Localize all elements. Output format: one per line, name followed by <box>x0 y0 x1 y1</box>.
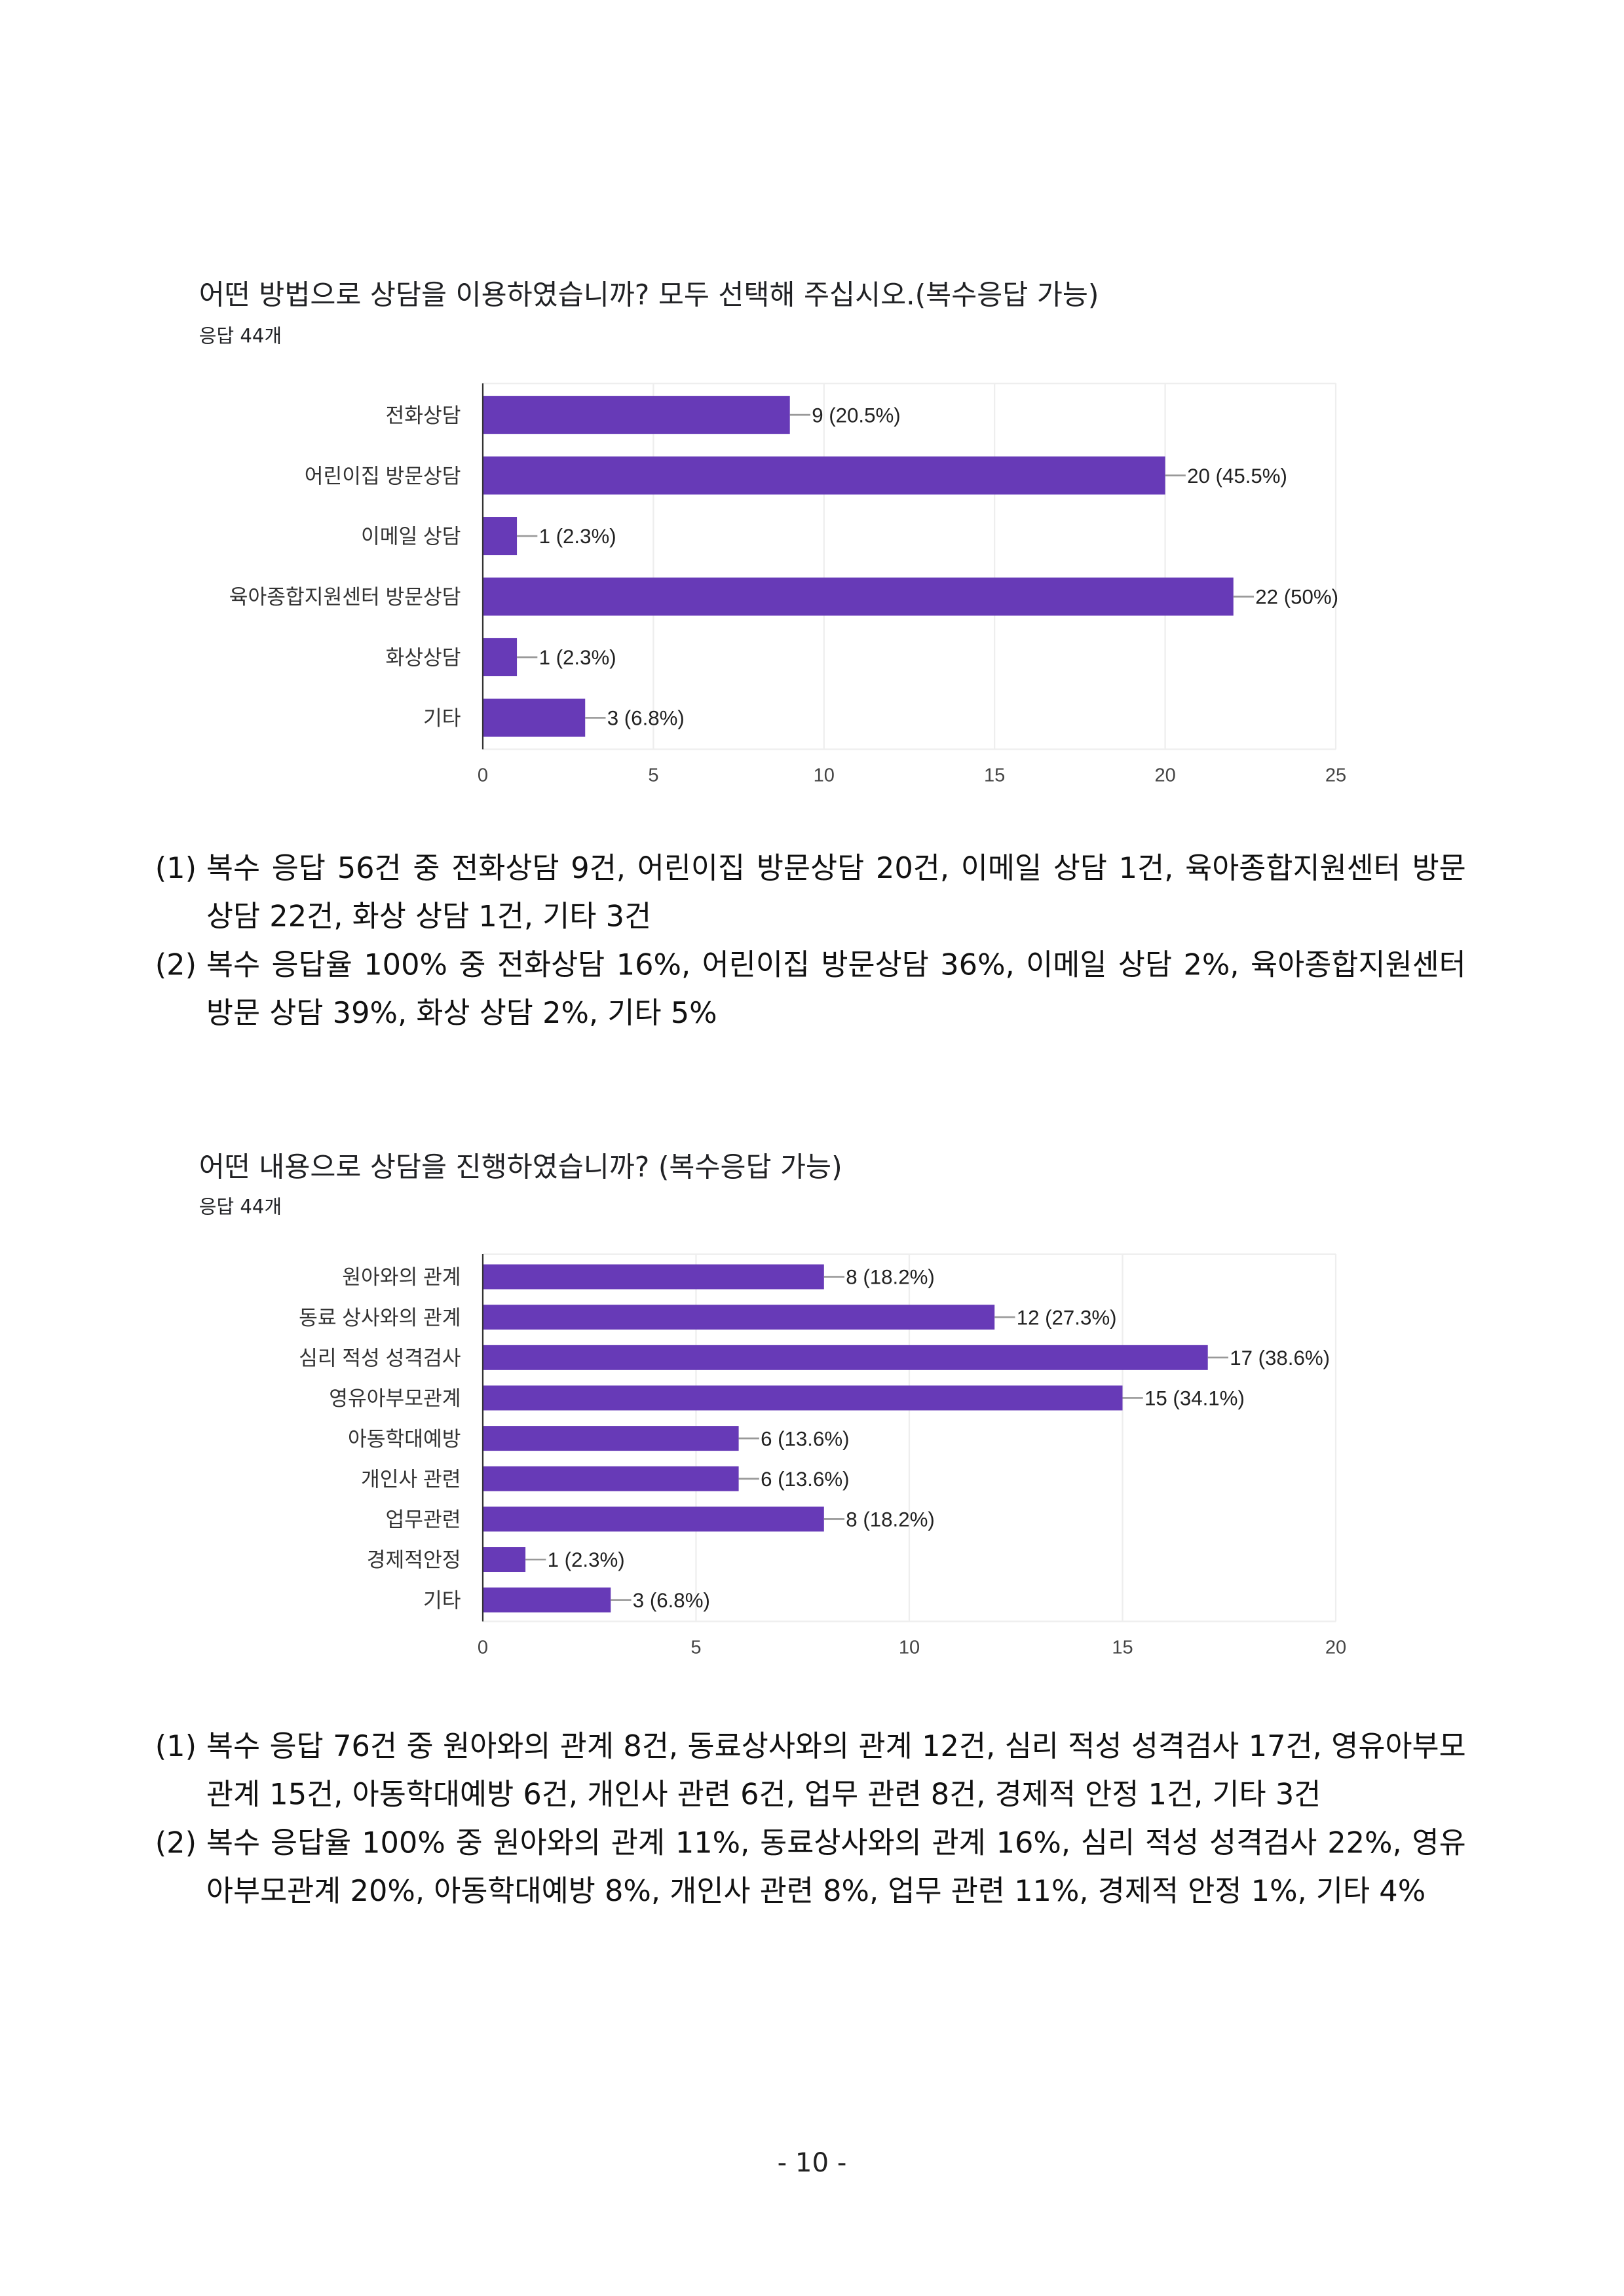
bar <box>482 1506 824 1532</box>
category-label: 화상상담 <box>385 646 461 669</box>
bar <box>482 1264 824 1290</box>
x-tick-label: 15 <box>984 765 1005 786</box>
bar <box>482 396 790 434</box>
data-label: 20 (45.5%) <box>1187 465 1287 488</box>
note-number: (2) <box>155 1824 197 1860</box>
chart2-bar-chart: 0 5 10 15 20 원아와의 관계 8 (18.2%) 동료 상사와의 관계 12 (27… <box>299 1253 1346 1658</box>
category-label: 원아와의 관계 <box>342 1266 461 1289</box>
data-label: 12 (27.3%) <box>1017 1306 1117 1329</box>
bar <box>482 577 1234 616</box>
data-label: 1 (2.3%) <box>539 525 616 548</box>
data-label: 15 (34.1%) <box>1144 1387 1245 1410</box>
data-label: 8 (18.2%) <box>846 1266 934 1289</box>
x-tick-label: 25 <box>1325 765 1346 786</box>
bar <box>482 1426 739 1451</box>
chart2-notes: (1) 복수 응답 76건 중 원아와의 관계 8건, 동료상사와의 관계 12건… <box>155 1723 1466 1916</box>
category-label: 심리 적성 성격검사 <box>299 1347 461 1369</box>
note-text: 복수 응답율 100% 중 원아와의 관계 11%, 동료상사와의 관계 16%… <box>206 1824 1466 1909</box>
chart2-response-count: 응답 44개 <box>198 1196 282 1219</box>
x-tick-label: 0 <box>478 765 488 786</box>
page-number: - 10 - <box>777 2148 847 2179</box>
category-label: 육아종합지원센터 방문상담 <box>229 586 461 609</box>
note-item: (2) 복수 응답율 100% 중 원아와의 관계 11%, 동료상사와의 관계 … <box>155 1819 1466 1915</box>
bar <box>482 1385 1123 1411</box>
note-text: 복수 응답 76건 중 원아와의 관계 8건, 동료상사와의 관계 12건, 심… <box>206 1728 1466 1812</box>
bar <box>482 1345 1208 1370</box>
category-label: 기타 <box>423 1589 461 1612</box>
note-number: (2) <box>155 946 197 982</box>
x-tick-label: 10 <box>899 1637 920 1658</box>
x-tick-label: 5 <box>690 1637 701 1658</box>
note-item: (1) 복수 응답 76건 중 원아와의 관계 8건, 동료상사와의 관계 12건… <box>155 1723 1466 1819</box>
x-tick-label: 0 <box>478 1637 488 1658</box>
chart1-title: 어떤 방법으로 상담을 이용하였습니까? 모두 선택해 주십시오.(복수응답 가… <box>198 279 1099 312</box>
bar <box>482 698 586 737</box>
data-label: 22 (50%) <box>1255 586 1338 609</box>
bar <box>482 1466 739 1491</box>
bar <box>482 638 518 677</box>
bar <box>482 517 518 556</box>
data-label: 3 (6.8%) <box>607 707 685 730</box>
x-tick-label: 5 <box>648 765 658 786</box>
data-label: 17 (38.6%) <box>1230 1347 1330 1369</box>
category-label: 영유아부모관계 <box>329 1387 461 1410</box>
note-item: (2) 복수 응답율 100% 중 전화상담 16%, 어린이집 방문상담 36%… <box>155 941 1466 1037</box>
category-label: 어린이집 방문상담 <box>305 465 461 488</box>
category-label: 동료 상사와의 관계 <box>299 1306 461 1329</box>
bar <box>482 1305 995 1330</box>
bar <box>482 456 1165 495</box>
data-label: 1 (2.3%) <box>539 646 616 669</box>
note-text: 복수 응답율 100% 중 전화상담 16%, 어린이집 방문상담 36%, 이… <box>206 946 1466 1031</box>
category-label: 기타 <box>423 707 461 730</box>
data-label: 6 (13.6%) <box>761 1468 849 1491</box>
category-label: 이메일 상담 <box>361 525 461 548</box>
x-tick-label: 10 <box>814 765 835 786</box>
bar <box>482 1587 611 1613</box>
category-label: 개인사 관련 <box>361 1468 461 1491</box>
chart1-bar-chart: 0 5 10 15 20 25 전화상담 9 (20.5%) 어린이집 방문상담 20 (45.5… <box>229 383 1346 786</box>
data-label: 8 (18.2%) <box>846 1508 934 1531</box>
data-label: 6 (13.6%) <box>761 1427 849 1450</box>
category-label: 아동학대예방 <box>348 1427 461 1450</box>
x-tick-label: 20 <box>1325 1637 1346 1658</box>
note-number: (1) <box>155 850 197 886</box>
bar <box>482 1547 526 1573</box>
category-label: 경제적안정 <box>367 1548 461 1571</box>
chart1-notes: (1) 복수 응답 56건 중 전화상담 9건, 어린이집 방문상담 20건, 이… <box>155 845 1466 1038</box>
note-item: (1) 복수 응답 56건 중 전화상담 9건, 어린이집 방문상담 20건, 이… <box>155 845 1466 941</box>
chart2-title: 어떤 내용으로 상담을 진행하였습니까? (복수응답 가능) <box>198 1151 842 1184</box>
x-tick-label: 15 <box>1112 1637 1133 1658</box>
data-label: 9 (20.5%) <box>812 404 900 427</box>
data-label: 1 (2.3%) <box>548 1548 625 1571</box>
chart1-response-count: 응답 44개 <box>198 326 282 349</box>
note-text: 복수 응답 56건 중 전화상담 9건, 어린이집 방문상담 20건, 이메일 … <box>206 850 1466 934</box>
note-number: (1) <box>155 1728 197 1764</box>
data-label: 3 (6.8%) <box>633 1589 710 1612</box>
category-label: 전화상담 <box>385 404 461 427</box>
category-label: 업무관련 <box>385 1508 461 1531</box>
x-tick-label: 20 <box>1154 765 1175 786</box>
